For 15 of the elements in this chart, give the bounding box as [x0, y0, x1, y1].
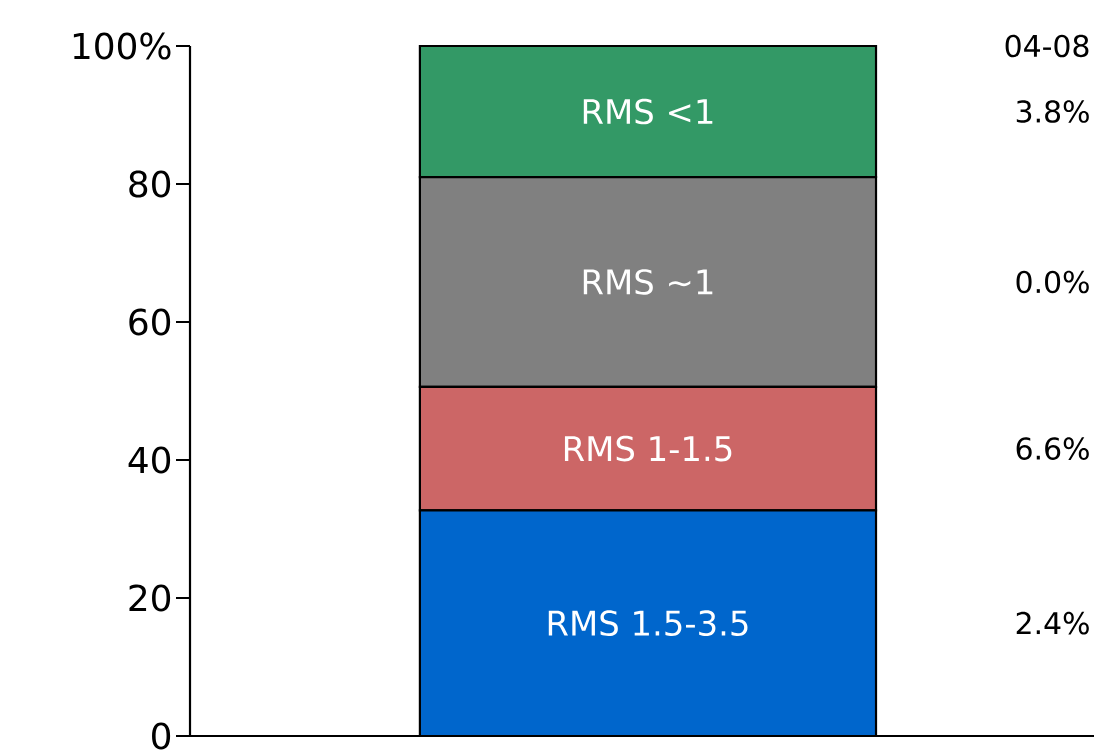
series-label: RMS 1-1.5 — [564, 435, 732, 462]
y-tick-label: 20 — [129, 584, 171, 612]
y-tick-label: 0 — [152, 722, 171, 750]
annotation: 0.0% — [1016, 270, 1089, 294]
annotation: 3.8% — [1016, 100, 1089, 123]
annotation: 6.6% — [1016, 437, 1089, 460]
y-tick-label: 80 — [129, 170, 171, 198]
annotation: 2.4% — [1016, 611, 1089, 635]
y-tick-label: 100% — [73, 32, 171, 60]
series-label: RMS <1 — [583, 98, 713, 125]
y-tick-label: 60 — [129, 308, 171, 336]
y-tick-label: 40 — [128, 446, 171, 474]
series-label: RMS ~1 — [583, 269, 713, 295]
annotation: 04-08 — [1005, 34, 1089, 58]
series-label: RMS 1.5-3.5 — [548, 610, 748, 636]
